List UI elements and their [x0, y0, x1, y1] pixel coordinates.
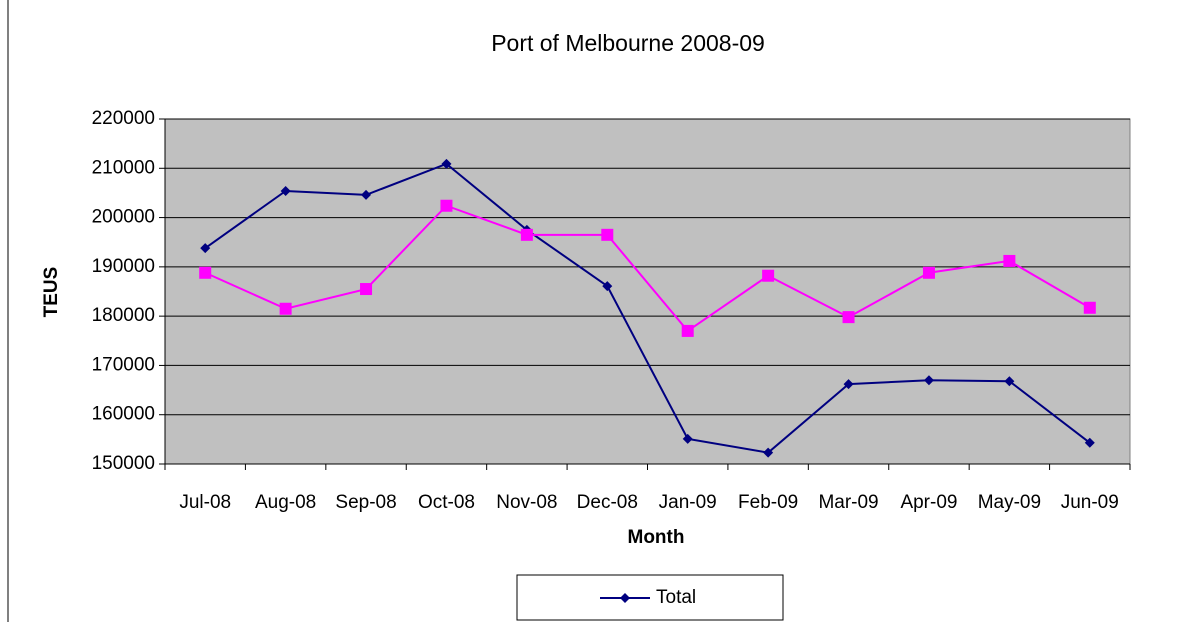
y-tick-label: 210000 — [92, 157, 155, 178]
y-tick-label: 150000 — [92, 453, 155, 474]
data-point — [199, 266, 212, 279]
series-line — [204, 162, 1091, 454]
data-point — [763, 447, 774, 458]
x-tick-label: Nov-08 — [496, 492, 558, 513]
y-tick-label: 200000 — [92, 207, 155, 228]
data-point — [520, 228, 533, 241]
data-point — [1083, 301, 1096, 314]
data-point — [279, 302, 292, 315]
data-point — [681, 324, 694, 337]
y-tick-label: 170000 — [92, 354, 155, 375]
data-point — [1003, 254, 1016, 267]
chart-title: Port of Melbourne 2008-09 — [491, 30, 765, 56]
data-point — [843, 379, 854, 390]
x-tick-label: Apr-09 — [900, 492, 958, 513]
x-tick-label: Mar-09 — [818, 492, 879, 513]
x-tick-label: Jun-09 — [1060, 492, 1119, 513]
data-point — [361, 189, 372, 200]
data-point — [1004, 376, 1015, 387]
x-tick-label: Jan-09 — [658, 492, 717, 513]
legend-marker — [620, 593, 630, 603]
data-point — [601, 228, 614, 241]
y-tick-label: 160000 — [92, 404, 155, 425]
x-tick-label: Aug-08 — [254, 492, 317, 513]
data-point — [200, 243, 211, 254]
x-tick-label: Oct-08 — [417, 492, 475, 513]
y-tick-label: 220000 — [92, 108, 155, 129]
data-point — [923, 375, 934, 386]
data-point — [922, 266, 935, 279]
data-point — [682, 433, 693, 444]
x-axis-label: Month — [628, 527, 685, 548]
data-point — [440, 199, 453, 212]
plot-area — [164, 118, 1131, 465]
data-point — [360, 283, 373, 296]
data-point — [280, 185, 291, 196]
data-point — [441, 158, 452, 169]
y-axis-label: TEUS — [41, 267, 62, 318]
data-point — [842, 311, 855, 324]
x-tick-label: May-09 — [977, 492, 1042, 513]
x-tick-label: Dec-08 — [576, 492, 638, 513]
data-point — [602, 281, 613, 292]
y-tick-label: 180000 — [92, 305, 155, 326]
data-point — [1084, 437, 1095, 448]
legend-label: Total — [656, 587, 696, 608]
series-line — [204, 204, 1091, 333]
x-tick-label: Feb-09 — [738, 492, 799, 513]
y-tick-label: 190000 — [92, 256, 155, 277]
x-tick-label: Sep-08 — [335, 492, 397, 513]
x-tick-label: Jul-08 — [179, 492, 232, 513]
data-point — [762, 269, 775, 282]
